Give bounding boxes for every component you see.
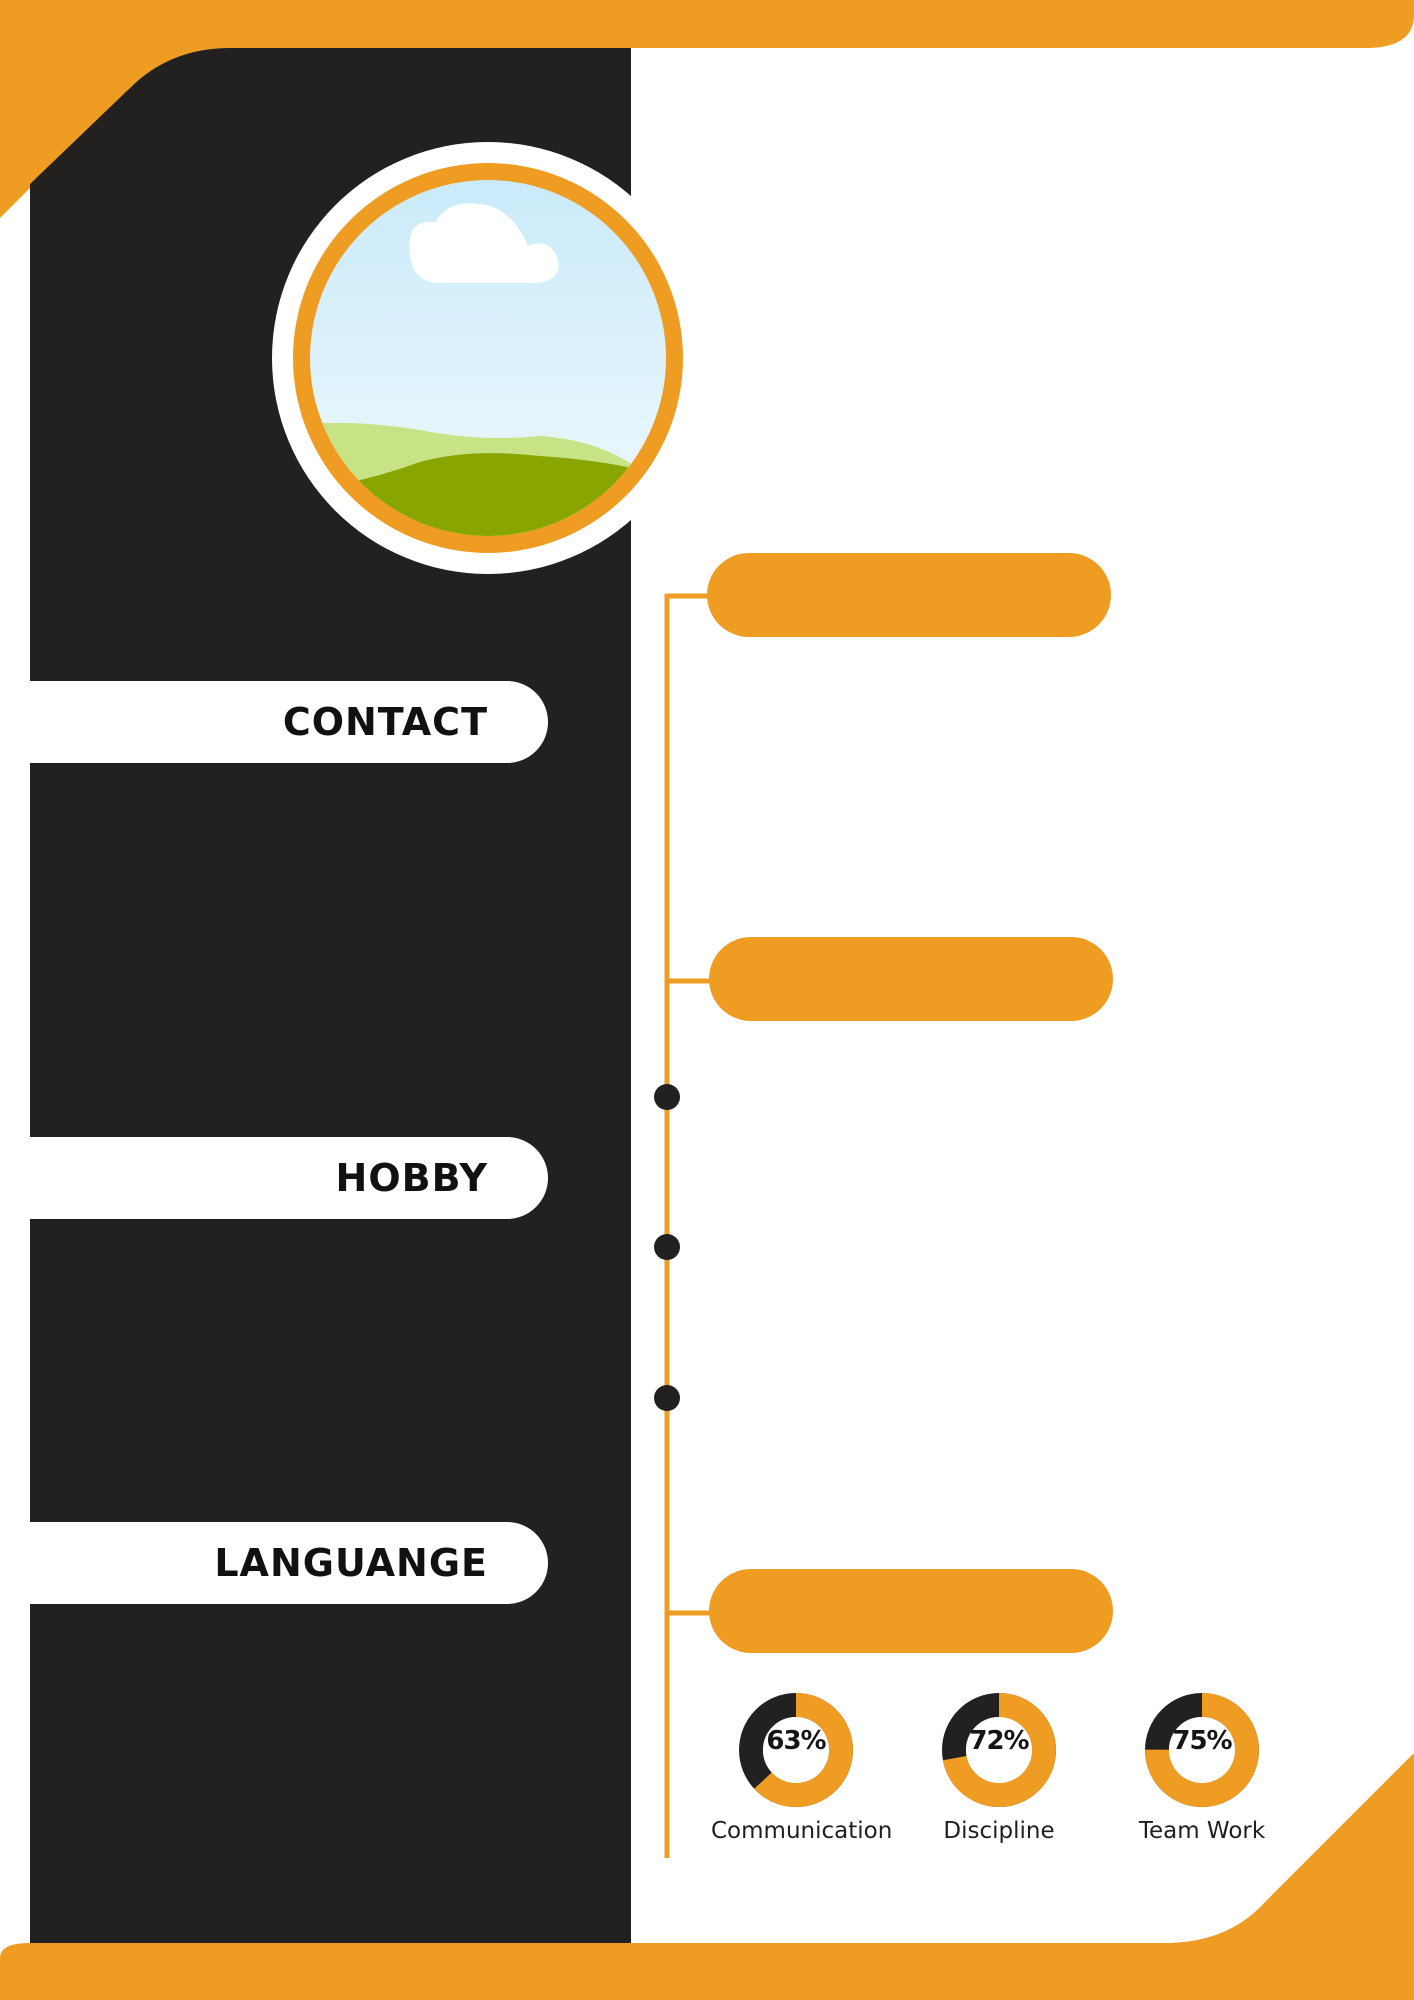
donut-center: [966, 1717, 1032, 1783]
skill-donut: [1145, 1693, 1259, 1807]
bottom-band: [0, 1943, 1414, 2000]
section-contact: CONTACT: [30, 681, 548, 763]
bottom-right-corner: [1165, 1753, 1414, 1943]
donut-value-arc: [739, 1693, 853, 1807]
donut-center: [763, 1717, 829, 1783]
donut-center: [1169, 1717, 1235, 1783]
section-language-label: LANGUANGE: [214, 1541, 488, 1585]
timeline-dot: [654, 1385, 680, 1411]
top-band: [0, 0, 1414, 218]
timeline-dot: [654, 1234, 680, 1260]
donut-value-arc: [1145, 1693, 1259, 1807]
section-hobby-label: HOBBY: [335, 1156, 488, 1200]
skill-label: Discipline: [943, 1818, 1055, 1844]
skill-percent: 72%: [969, 1726, 1029, 1756]
heading-pill-2: [709, 937, 1113, 1021]
skill-donut: [942, 1693, 1056, 1807]
donut-value-arc: [942, 1693, 1056, 1807]
skill-team-work: 75% Team Work: [1117, 1690, 1287, 1844]
section-language: LANGUANGE: [30, 1522, 548, 1604]
heading-pill-3: [709, 1569, 1113, 1653]
skill-label: Team Work: [1138, 1818, 1266, 1844]
heading-pill-1: [707, 553, 1111, 637]
skill-percent: 63%: [766, 1726, 826, 1756]
skill-communication: 63% Communication: [711, 1690, 893, 1844]
skill-label: Communication: [711, 1818, 893, 1844]
skill-percent: 75%: [1172, 1726, 1232, 1756]
skill-discipline: 72% Discipline: [914, 1690, 1084, 1844]
section-contact-label: CONTACT: [282, 700, 488, 744]
skill-donut: [739, 1693, 853, 1807]
section-hobby: HOBBY: [30, 1137, 548, 1219]
timeline-dot: [654, 1084, 680, 1110]
